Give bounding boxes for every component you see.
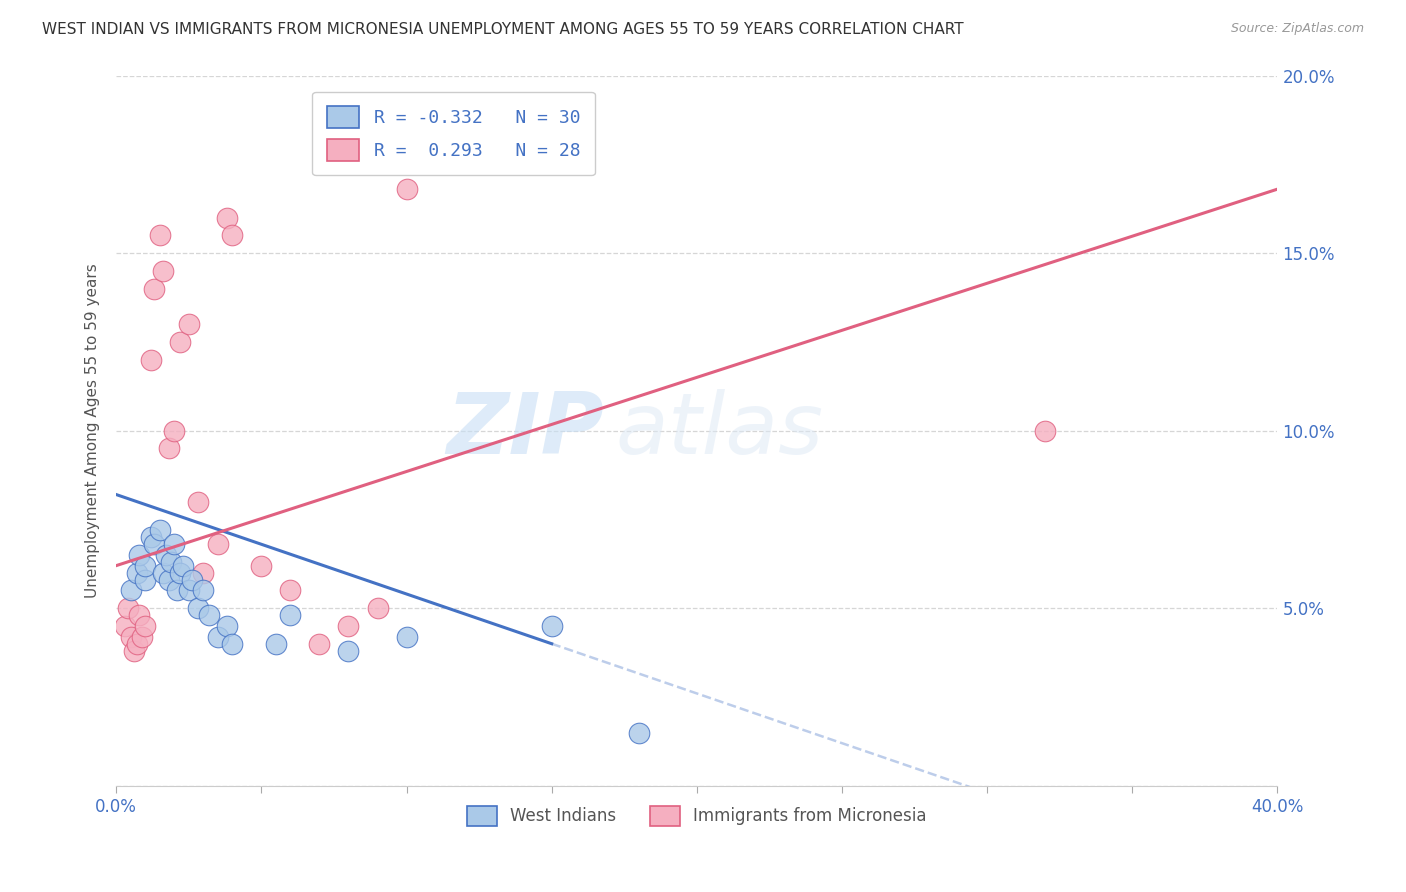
Text: ZIP: ZIP <box>446 389 605 472</box>
Point <box>139 530 162 544</box>
Point <box>125 566 148 580</box>
Point <box>193 566 215 580</box>
Point <box>169 566 191 580</box>
Point <box>540 619 562 633</box>
Point <box>131 630 153 644</box>
Point <box>120 583 142 598</box>
Point <box>337 644 360 658</box>
Point <box>163 424 186 438</box>
Point <box>215 211 238 225</box>
Point <box>139 352 162 367</box>
Point <box>122 644 145 658</box>
Point <box>169 334 191 349</box>
Point <box>308 637 330 651</box>
Point <box>155 548 177 562</box>
Point <box>160 555 183 569</box>
Point <box>143 537 166 551</box>
Point <box>128 548 150 562</box>
Point <box>152 264 174 278</box>
Y-axis label: Unemployment Among Ages 55 to 59 years: Unemployment Among Ages 55 to 59 years <box>86 263 100 598</box>
Point <box>193 583 215 598</box>
Point <box>114 619 136 633</box>
Point <box>221 637 243 651</box>
Point <box>157 442 180 456</box>
Point <box>207 630 229 644</box>
Point <box>180 573 202 587</box>
Text: atlas: atlas <box>616 389 824 472</box>
Point <box>221 228 243 243</box>
Point <box>134 619 156 633</box>
Point <box>187 601 209 615</box>
Point <box>280 583 302 598</box>
Point <box>143 282 166 296</box>
Point <box>163 537 186 551</box>
Point <box>337 619 360 633</box>
Point <box>177 583 200 598</box>
Point <box>280 608 302 623</box>
Legend: West Indians, Immigrants from Micronesia: West Indians, Immigrants from Micronesia <box>458 797 935 834</box>
Point <box>627 725 650 739</box>
Point <box>215 619 238 633</box>
Text: Source: ZipAtlas.com: Source: ZipAtlas.com <box>1230 22 1364 36</box>
Text: WEST INDIAN VS IMMIGRANTS FROM MICRONESIA UNEMPLOYMENT AMONG AGES 55 TO 59 YEARS: WEST INDIAN VS IMMIGRANTS FROM MICRONESI… <box>42 22 963 37</box>
Point <box>198 608 221 623</box>
Point <box>134 558 156 573</box>
Point <box>395 182 418 196</box>
Point <box>395 630 418 644</box>
Point <box>264 637 287 651</box>
Point <box>187 494 209 508</box>
Point <box>157 573 180 587</box>
Point <box>149 523 172 537</box>
Point <box>120 630 142 644</box>
Point <box>149 228 172 243</box>
Point <box>117 601 139 615</box>
Point <box>1033 424 1056 438</box>
Point <box>250 558 273 573</box>
Point <box>152 566 174 580</box>
Point <box>177 317 200 331</box>
Point <box>128 608 150 623</box>
Point <box>172 558 194 573</box>
Point <box>134 573 156 587</box>
Point <box>207 537 229 551</box>
Point <box>125 637 148 651</box>
Point <box>367 601 389 615</box>
Point <box>166 583 188 598</box>
